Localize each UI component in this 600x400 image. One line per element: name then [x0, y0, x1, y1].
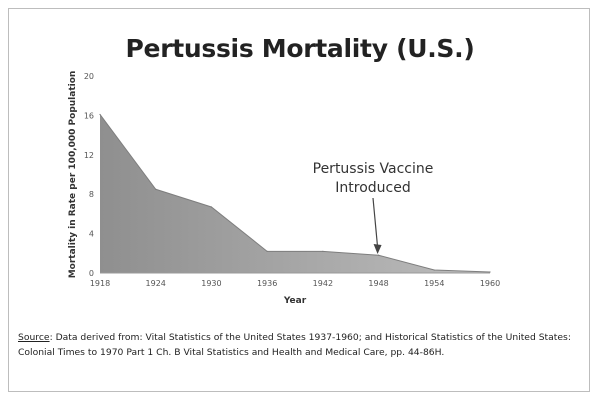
source-text: : Data derived from: Vital Statistics of… — [18, 332, 571, 358]
annotation-arrow — [372, 197, 379, 248]
x-tick-label: 1948 — [368, 279, 388, 288]
x-tick-label: 1942 — [313, 279, 333, 288]
data-point-1930 — [210, 206, 213, 208]
axes: 0 4 8 12 16 20 1918 1924 1930 1936 1942 1948 1954 196… — [68, 71, 500, 306]
data-point-1954 — [433, 269, 435, 271]
y-tick-label: 20 — [84, 72, 94, 81]
x-tick-label: 1930 — [201, 279, 221, 288]
x-tick-label: 1936 — [257, 279, 277, 288]
y-tick-label: 16 — [84, 111, 94, 120]
y-axis-label: Mortality in Rate per 100,000 Population — [68, 71, 78, 279]
x-tick-label: 1960 — [480, 279, 500, 288]
annotation: Pertussis Vaccine Introduced — [313, 161, 434, 254]
data-point-1948 — [377, 254, 380, 256]
data-point-1942 — [322, 250, 324, 252]
data-point-1960 — [489, 271, 491, 273]
chart-title: Pertussis Mortality (U.S.) — [125, 34, 475, 63]
source-label: Source — [18, 332, 50, 343]
y-tick-label: 12 — [84, 151, 94, 160]
area-series — [100, 114, 490, 273]
data-point-1918 — [99, 113, 101, 116]
annotation-text: Pertussis Vaccine — [313, 161, 434, 177]
plot-area — [99, 113, 491, 273]
data-point-1936 — [266, 250, 268, 252]
x-tick-label: 1924 — [146, 279, 166, 288]
data-point-1924 — [155, 188, 157, 190]
annotation-arrowhead — [373, 244, 382, 254]
x-axis-label: Year — [283, 296, 307, 306]
x-tick-label: 1918 — [90, 279, 110, 288]
annotation-text: Introduced — [335, 180, 410, 196]
y-tick-label: 0 — [89, 269, 94, 278]
y-tick-label: 8 — [89, 190, 94, 199]
y-tick-label: 4 — [89, 230, 94, 239]
x-tick-label: 1954 — [424, 279, 444, 288]
source-note: Source: Data derived from: Vital Statist… — [18, 330, 578, 360]
area-edge-line — [99, 114, 491, 273]
